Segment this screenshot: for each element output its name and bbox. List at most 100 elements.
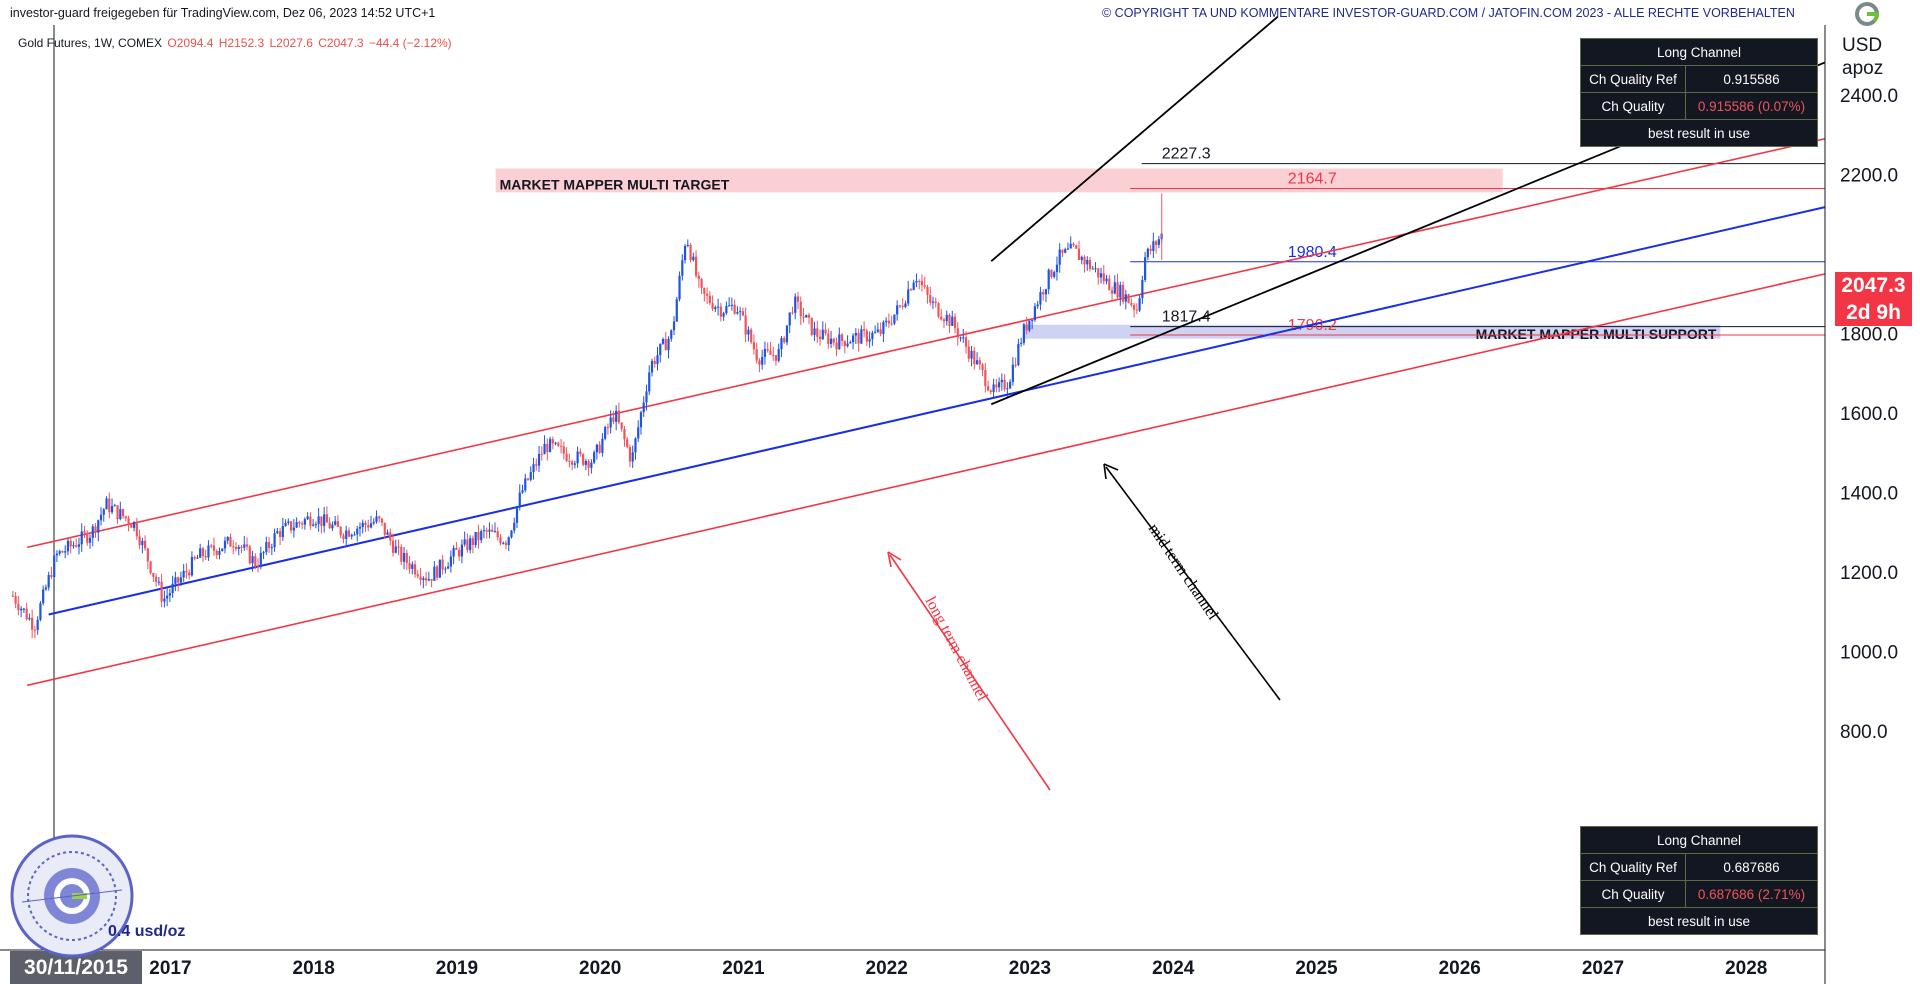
candle-body	[854, 332, 857, 336]
candle-body	[11, 595, 14, 597]
candle-body	[491, 529, 494, 532]
candle-body	[248, 546, 251, 564]
ref-value: 0.915586	[1685, 65, 1818, 93]
time-tick-label: 2022	[866, 958, 908, 979]
level-label: 1980.4	[1288, 244, 1337, 261]
candle-body	[821, 329, 824, 340]
candle-body	[796, 296, 800, 302]
candle-body	[510, 530, 513, 538]
candle-body	[741, 311, 744, 316]
candle-body	[612, 417, 615, 422]
candle-body	[769, 350, 772, 355]
candle-body	[353, 534, 356, 536]
candle-body	[419, 576, 422, 580]
candle-body	[171, 583, 174, 594]
currency-label[interactable]: USD apoz	[1842, 34, 1883, 80]
candle-body	[953, 316, 957, 329]
candle-body	[717, 306, 720, 308]
candle-body	[64, 551, 67, 553]
candle-body	[1006, 388, 1009, 390]
candle-body	[466, 539, 469, 551]
candle-body	[951, 316, 954, 326]
candle-body	[488, 529, 491, 532]
candle-body	[1086, 259, 1089, 265]
candle-body	[1088, 259, 1092, 269]
candle-body	[595, 444, 598, 453]
candle-body	[295, 522, 298, 528]
candle-body	[785, 325, 789, 343]
candle-body	[199, 548, 202, 558]
candle-body	[1097, 268, 1100, 278]
table-title: Long Channel	[1580, 826, 1818, 854]
candle-body	[502, 542, 505, 544]
candle-body	[157, 581, 160, 583]
candle-body	[356, 528, 359, 535]
candle-body	[667, 338, 670, 351]
candle-body	[730, 304, 733, 306]
candle-body	[548, 439, 552, 452]
price-tick-label: 1000.0	[1840, 643, 1898, 664]
candle-body	[1039, 292, 1042, 305]
candle-body	[1055, 264, 1059, 273]
candle-body	[918, 280, 921, 282]
candle-body	[634, 438, 637, 453]
candle-body	[347, 530, 351, 537]
candle-body	[865, 330, 868, 342]
time-tick-label: 2023	[1009, 958, 1051, 979]
candle-body	[345, 530, 348, 539]
candle-body	[747, 329, 750, 335]
candle-body	[593, 452, 596, 463]
candle-body	[1069, 243, 1072, 249]
candle-body	[546, 443, 549, 452]
candle-body	[143, 540, 147, 549]
candle-body	[1044, 289, 1048, 295]
change-value: −44.4 (−2.12%)	[368, 36, 452, 50]
candle-body	[460, 544, 464, 557]
candle-body	[562, 446, 565, 454]
candle-body	[604, 427, 607, 439]
candle-body	[615, 410, 618, 422]
candle-body	[840, 334, 844, 341]
candle-body	[441, 559, 444, 570]
candle-body	[149, 561, 152, 574]
candle-body	[1110, 290, 1114, 294]
candle-body	[380, 518, 384, 523]
candle-body	[358, 527, 362, 529]
candle-body	[226, 537, 229, 541]
candle-body	[334, 521, 337, 525]
candle-body	[515, 507, 519, 523]
ohlc-legend[interactable]: Gold Futures, 1W, COMEX O2094.4 H2152.3 …	[18, 36, 452, 50]
candle-body	[245, 544, 249, 547]
candle-body	[540, 453, 543, 455]
candle-body	[480, 531, 483, 541]
long-channel-lower	[27, 273, 1826, 687]
candle-body	[860, 329, 863, 344]
candle-body	[700, 279, 703, 288]
candle-body	[923, 285, 926, 287]
candle-body	[524, 478, 527, 491]
candle-body	[904, 303, 907, 308]
candle-body	[893, 314, 896, 324]
candle-body	[132, 521, 136, 528]
candle-body	[780, 338, 783, 350]
candle-body	[744, 315, 747, 335]
candle-body	[857, 332, 860, 344]
candle-body	[832, 338, 835, 343]
candle-body	[543, 443, 546, 455]
candle-body	[1119, 285, 1122, 298]
target-zone-label: MARKET MAPPER MULTI TARGET	[500, 177, 730, 193]
candle-body	[290, 521, 293, 531]
candle-body	[1127, 294, 1130, 303]
candle-body	[609, 417, 612, 428]
candle-body	[383, 522, 386, 535]
candle-body	[807, 314, 811, 318]
candle-body	[141, 540, 144, 546]
price-axis-bg	[1825, 25, 1920, 984]
candle-body	[590, 462, 593, 468]
level-label: 2227.3	[1162, 146, 1211, 163]
candle-body	[182, 570, 185, 578]
candle-body	[926, 286, 929, 296]
axis-layer: 2400.0 2200.0 1800.0 1600.0 1400.0 1200.0 1000…	[0, 25, 1920, 984]
candle-body	[794, 296, 797, 313]
